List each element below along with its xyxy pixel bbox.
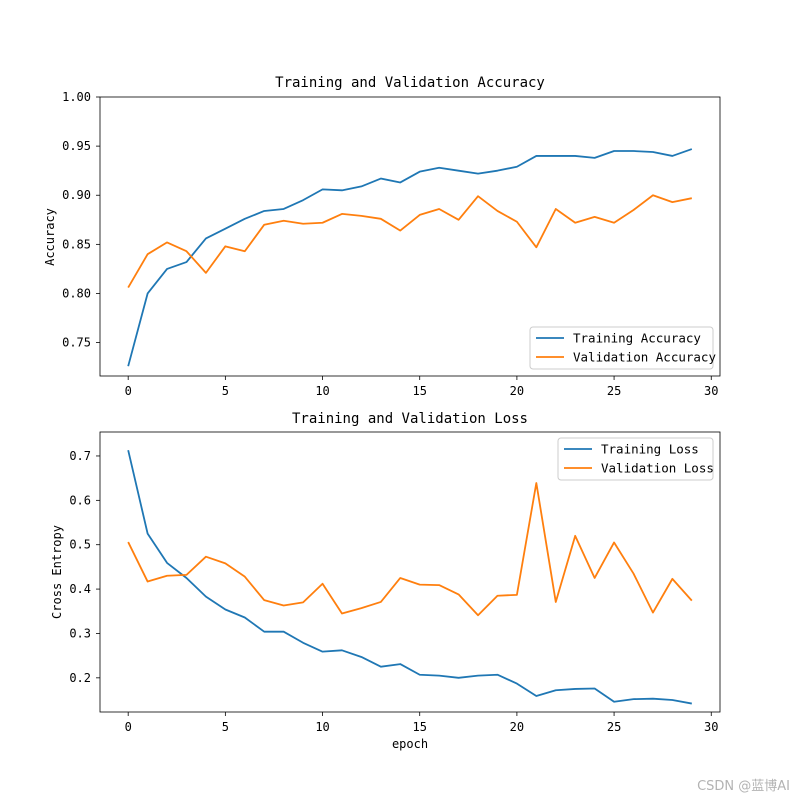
loss-x-tick-label: 20 (510, 720, 524, 734)
loss-x-tick-label: 10 (315, 720, 329, 734)
loss-subplot: Training and Validation Loss Cross Entro… (50, 411, 721, 751)
loss-legend-box (557, 437, 714, 481)
accuracy-plot-frame (99, 96, 721, 377)
loss-y-tick-label: 0.7 (69, 449, 91, 463)
accuracy-y-tick-label: 0.75 (62, 336, 91, 350)
loss-x-tick-label: 5 (222, 720, 229, 734)
loss-chart-title: Training and Validation Loss (292, 411, 528, 427)
accuracy-series-line-training (127, 148, 693, 367)
accuracy-x-tick-label: 25 (607, 384, 621, 398)
loss-legend-label: Validation Loss (601, 461, 714, 476)
loss-y-tick-label: 0.3 (69, 626, 91, 640)
loss-x-tick-label: 15 (412, 720, 426, 734)
accuracy-x-tick-label: 0 (125, 384, 132, 398)
accuracy-x-tick-label: 5 (222, 384, 229, 398)
loss-series-line-validation (127, 482, 693, 617)
accuracy-y-tick-label: 0.90 (62, 188, 91, 202)
watermark-text: CSDN @蓝博AI (697, 779, 790, 794)
accuracy-y-tick-label: 0.95 (62, 139, 91, 153)
accuracy-chart-title: Training and Validation Accuracy (275, 75, 545, 91)
accuracy-legend-label: Validation Accuracy (573, 350, 716, 365)
loss-series-line-training (127, 449, 692, 705)
accuracy-legend-label: Training Accuracy (573, 331, 701, 346)
loss-y-axis-label: Cross Entropy (50, 525, 64, 619)
accuracy-y-axis-label: Accuracy (43, 208, 57, 266)
accuracy-x-tick-label: 30 (704, 384, 718, 398)
loss-x-axis-label: epoch (392, 737, 428, 751)
accuracy-y-tick-label: 0.80 (62, 286, 91, 300)
accuracy-x-tick-label: 10 (315, 384, 329, 398)
loss-x-tick-label: 30 (704, 720, 718, 734)
accuracy-y-tick-label: 0.85 (62, 237, 91, 251)
loss-legend-label: Training Loss (601, 442, 699, 457)
accuracy-x-tick-label: 15 (412, 384, 426, 398)
loss-plot-frame (99, 431, 721, 713)
accuracy-y-tick-label: 1.00 (62, 90, 91, 104)
loss-y-tick-label: 0.4 (69, 582, 91, 596)
accuracy-legend-box (529, 326, 714, 370)
loss-x-tick-label: 25 (607, 720, 621, 734)
loss-x-tick-label: 0 (125, 720, 132, 734)
accuracy-x-tick-label: 20 (510, 384, 524, 398)
loss-legend: Training Loss Validation Loss (557, 437, 714, 481)
accuracy-series-line-validation (127, 194, 692, 289)
accuracy-legend: Training Accuracy Validation Accuracy (529, 326, 716, 370)
accuracy-subplot: Training and Validation Accuracy Accurac… (43, 75, 721, 398)
loss-y-tick-label: 0.2 (69, 671, 91, 685)
loss-y-tick-label: 0.5 (69, 538, 91, 552)
loss-y-tick-label: 0.6 (69, 493, 91, 507)
